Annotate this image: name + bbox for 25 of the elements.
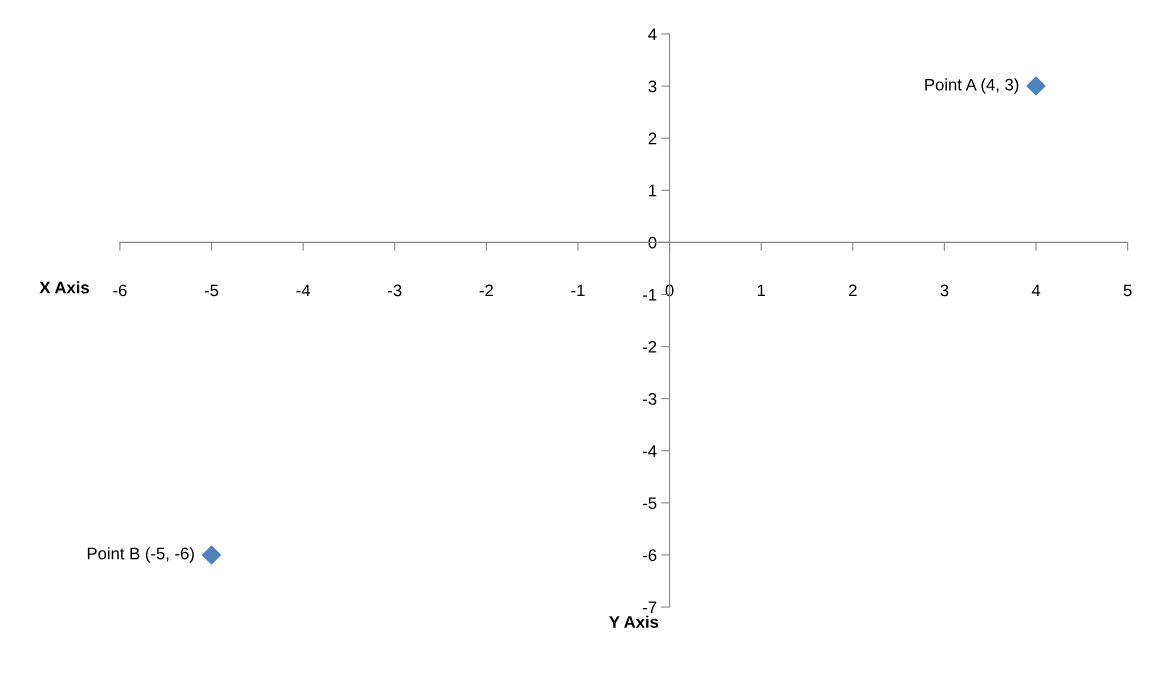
x-tick-label: -2 [479,284,493,297]
y-tick-label: -5 [643,497,657,510]
y-tick-label: -2 [643,340,657,353]
x-tick-label: -4 [296,284,311,297]
x-tick-label: -5 [204,284,219,297]
x-tick-label: 3 [940,284,949,297]
y-tick-label: 4 [648,28,657,41]
x-tick-label: 2 [849,284,857,297]
x-tick-label: -6 [113,284,127,297]
x-tick-label: -3 [388,284,402,297]
y-tick-label: -6 [643,549,657,562]
y-tick-label: 3 [648,80,657,93]
annotation: Point A (4, 3) [925,78,1019,94]
x-tick-label: -1 [571,284,585,297]
y-tick-label: -3 [643,393,657,405]
y-tick-label: 1 [649,184,657,197]
y-axis-title: X Axis [39,281,89,294]
y-tick-label: -7 [643,601,657,614]
x-tick-label: 1 [757,284,766,297]
y-tick-label: 2 [648,132,657,145]
y-tick-label: -4 [643,445,657,457]
annotation: Point B (-5, -6) [87,547,194,563]
x-tick-label: 4 [1031,284,1041,297]
x-axis-title: Y Axis [609,615,659,628]
x-tick-label: 5 [1123,284,1132,297]
